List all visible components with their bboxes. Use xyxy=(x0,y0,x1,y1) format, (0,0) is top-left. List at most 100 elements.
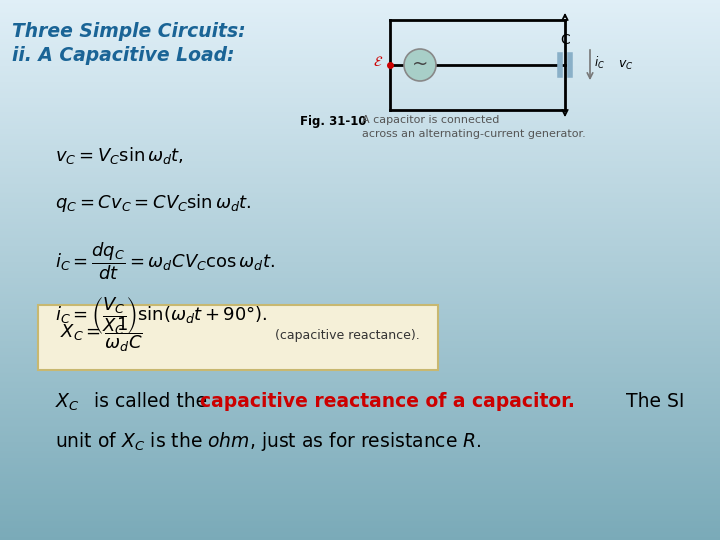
Bar xyxy=(0,181,720,184)
Bar xyxy=(0,273,720,275)
Bar xyxy=(0,426,720,428)
Bar xyxy=(0,213,720,216)
Bar xyxy=(0,305,720,308)
Bar xyxy=(0,58,720,61)
Bar xyxy=(0,206,720,209)
Bar xyxy=(0,10,720,12)
Bar xyxy=(0,446,720,448)
Bar xyxy=(0,454,720,457)
Bar xyxy=(0,382,720,385)
Bar xyxy=(0,177,720,180)
Bar xyxy=(0,222,720,225)
Bar xyxy=(0,122,720,124)
Bar xyxy=(0,76,720,79)
Bar xyxy=(0,416,720,420)
Bar xyxy=(0,489,720,491)
Bar xyxy=(0,534,720,536)
Bar xyxy=(0,82,720,85)
Bar xyxy=(0,237,720,239)
Bar xyxy=(0,231,720,234)
Bar xyxy=(0,442,720,444)
Bar xyxy=(0,193,720,196)
Bar xyxy=(0,487,720,490)
Text: $q_C = Cv_C = CV_C \sin \omega_d t.$: $q_C = Cv_C = CV_C \sin \omega_d t.$ xyxy=(55,192,252,214)
Bar xyxy=(0,173,720,177)
Bar xyxy=(0,19,720,22)
Bar xyxy=(0,500,720,502)
Bar xyxy=(0,31,720,34)
Bar xyxy=(0,368,720,371)
Text: The SI: The SI xyxy=(620,392,685,411)
Bar xyxy=(0,96,720,99)
Bar xyxy=(0,406,720,409)
Bar xyxy=(0,49,720,52)
Bar xyxy=(0,200,720,204)
Text: $v_C$: $v_C$ xyxy=(618,58,634,71)
Bar xyxy=(0,474,720,477)
Bar xyxy=(0,481,720,484)
Bar xyxy=(0,373,720,376)
Bar xyxy=(0,399,720,401)
Bar xyxy=(0,355,720,358)
Bar xyxy=(0,298,720,301)
Bar xyxy=(0,339,720,342)
Bar xyxy=(0,490,720,493)
Bar xyxy=(0,22,720,25)
Bar xyxy=(0,85,720,88)
Bar xyxy=(0,91,720,93)
Bar xyxy=(0,472,720,475)
Bar xyxy=(0,94,720,97)
Bar xyxy=(0,528,720,531)
Bar xyxy=(0,271,720,274)
Bar xyxy=(0,134,720,137)
Text: $X_C = \dfrac{1}{\omega_d C}$: $X_C = \dfrac{1}{\omega_d C}$ xyxy=(60,315,143,354)
Bar xyxy=(0,422,720,425)
Bar xyxy=(0,60,720,63)
Text: $i_C = \left(\dfrac{V_C}{X_C}\right) \sin(\omega_d t + 90°).$: $i_C = \left(\dfrac{V_C}{X_C}\right) \si… xyxy=(55,295,268,336)
Bar xyxy=(0,470,720,474)
Bar xyxy=(0,343,720,346)
Bar xyxy=(0,388,720,390)
Bar xyxy=(0,107,720,110)
Bar xyxy=(0,296,720,299)
Bar xyxy=(0,256,720,259)
Bar xyxy=(0,139,720,142)
Bar xyxy=(0,460,720,463)
Bar xyxy=(0,269,720,272)
Bar xyxy=(0,26,720,29)
Bar xyxy=(0,497,720,501)
Bar xyxy=(0,35,720,38)
Bar xyxy=(0,393,720,396)
Bar xyxy=(0,215,720,218)
Bar xyxy=(0,312,720,315)
Bar xyxy=(0,186,720,189)
Bar xyxy=(0,346,720,349)
Bar xyxy=(0,440,720,443)
Bar xyxy=(0,318,720,320)
Bar xyxy=(0,274,720,277)
Bar xyxy=(0,17,720,20)
Bar xyxy=(0,294,720,297)
Bar xyxy=(0,105,720,108)
Bar xyxy=(0,154,720,157)
Bar xyxy=(0,38,720,42)
Bar xyxy=(0,251,720,254)
Bar xyxy=(0,112,720,115)
Bar xyxy=(0,308,720,312)
Bar xyxy=(0,71,720,74)
Bar xyxy=(0,98,720,101)
Bar xyxy=(0,505,720,508)
Bar xyxy=(0,328,720,331)
Bar xyxy=(0,176,720,178)
Bar xyxy=(0,524,720,528)
Bar xyxy=(0,463,720,466)
Bar xyxy=(0,370,720,373)
Bar xyxy=(0,350,720,353)
Bar xyxy=(0,64,720,66)
Bar xyxy=(0,386,720,389)
Bar xyxy=(0,28,720,31)
Bar xyxy=(0,325,720,328)
Bar xyxy=(0,314,720,317)
Bar xyxy=(0,195,720,198)
Bar xyxy=(0,111,720,113)
